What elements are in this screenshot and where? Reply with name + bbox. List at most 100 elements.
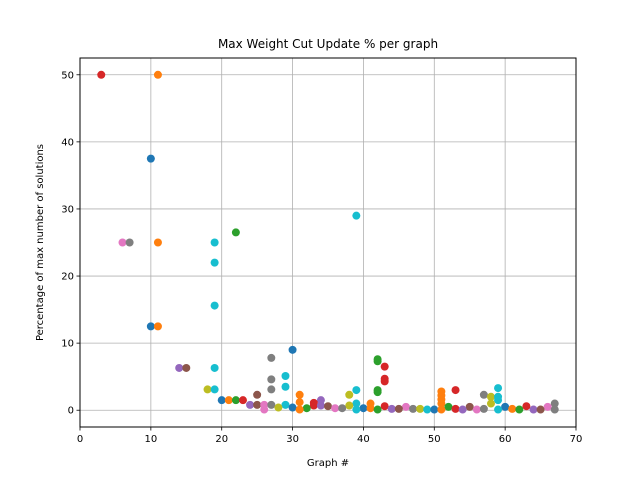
data-point (246, 400, 255, 409)
data-point (394, 404, 403, 413)
x-axis-label: Graph # (307, 458, 349, 469)
data-point (508, 404, 517, 413)
data-point (536, 405, 545, 414)
data-point (210, 258, 219, 267)
data-point (302, 404, 311, 413)
data-point (281, 372, 290, 381)
data-point (316, 401, 325, 410)
data-point (387, 404, 396, 413)
data-point (182, 363, 191, 372)
data-point (260, 405, 269, 414)
data-point (309, 401, 318, 410)
data-point (118, 238, 127, 247)
data-point (486, 392, 495, 401)
x-tick-label: 0 (77, 434, 83, 445)
data-point (253, 390, 262, 399)
plot-frame (79, 57, 577, 428)
x-tick-label: 30 (286, 434, 299, 445)
data-point (97, 70, 106, 79)
data-point (472, 405, 481, 414)
data-point (401, 402, 410, 411)
data-point (373, 357, 382, 366)
data-point (288, 403, 297, 412)
data-point (522, 402, 531, 411)
chart-title: Max Weight Cut Update % per graph (218, 37, 438, 51)
data-point (458, 405, 467, 414)
data-point (153, 70, 162, 79)
y-tick-label: 50 (61, 70, 74, 81)
data-point (331, 404, 340, 413)
data-point (153, 238, 162, 247)
data-point (550, 405, 559, 414)
data-point (352, 211, 361, 220)
data-point (437, 405, 446, 414)
data-point (550, 399, 559, 408)
data-point (153, 322, 162, 331)
data-point (238, 396, 247, 405)
data-point (373, 388, 382, 397)
data-point (494, 396, 503, 405)
data-point (494, 384, 503, 393)
data-point (352, 405, 361, 414)
data-point (437, 399, 446, 408)
data-point (543, 402, 552, 411)
data-point (380, 402, 389, 411)
data-point (253, 400, 262, 409)
data-point (295, 390, 304, 399)
data-point (210, 385, 219, 394)
data-point (444, 402, 453, 411)
data-point (146, 322, 155, 331)
x-tick-label: 70 (570, 434, 583, 445)
x-tick-label: 50 (428, 434, 441, 445)
data-point (494, 405, 503, 414)
data-point (380, 377, 389, 386)
data-point (515, 405, 524, 414)
y-tick-label: 30 (61, 204, 74, 215)
x-tick-label: 40 (357, 434, 370, 445)
y-tick-label: 40 (61, 137, 74, 148)
data-point (210, 301, 219, 310)
data-point (210, 363, 219, 372)
data-point (288, 345, 297, 354)
data-point (479, 404, 488, 413)
data-point (366, 404, 375, 413)
data-point (359, 404, 368, 413)
data-point (529, 405, 538, 414)
data-point (231, 396, 240, 405)
data-point (501, 402, 510, 411)
data-point (267, 375, 276, 384)
data-point (352, 399, 361, 408)
data-point (345, 401, 354, 410)
data-point (451, 386, 460, 395)
data-point (409, 404, 418, 413)
data-point (465, 402, 474, 411)
data-point (267, 353, 276, 362)
data-point (125, 238, 134, 247)
data-point (373, 405, 382, 414)
data-point (267, 400, 276, 409)
y-tick-label: 0 (68, 406, 74, 417)
data-point (210, 238, 219, 247)
data-point (281, 382, 290, 391)
y-tick-label: 20 (61, 272, 74, 283)
y-tick-label: 10 (61, 339, 74, 350)
data-point (380, 362, 389, 371)
data-point (203, 385, 212, 394)
data-point (175, 363, 184, 372)
data-point (430, 405, 439, 414)
data-point (423, 405, 432, 414)
x-tick-label: 60 (499, 434, 512, 445)
data-point (352, 386, 361, 395)
data-point (274, 403, 283, 412)
data-point (224, 396, 233, 405)
data-point (231, 228, 240, 237)
data-points (97, 70, 559, 414)
data-point (295, 405, 304, 414)
y-axis-label: Percentage of max number of solutions (35, 144, 46, 341)
data-point (345, 390, 354, 399)
data-point (295, 398, 304, 407)
data-point (324, 402, 332, 411)
data-point (146, 154, 155, 163)
